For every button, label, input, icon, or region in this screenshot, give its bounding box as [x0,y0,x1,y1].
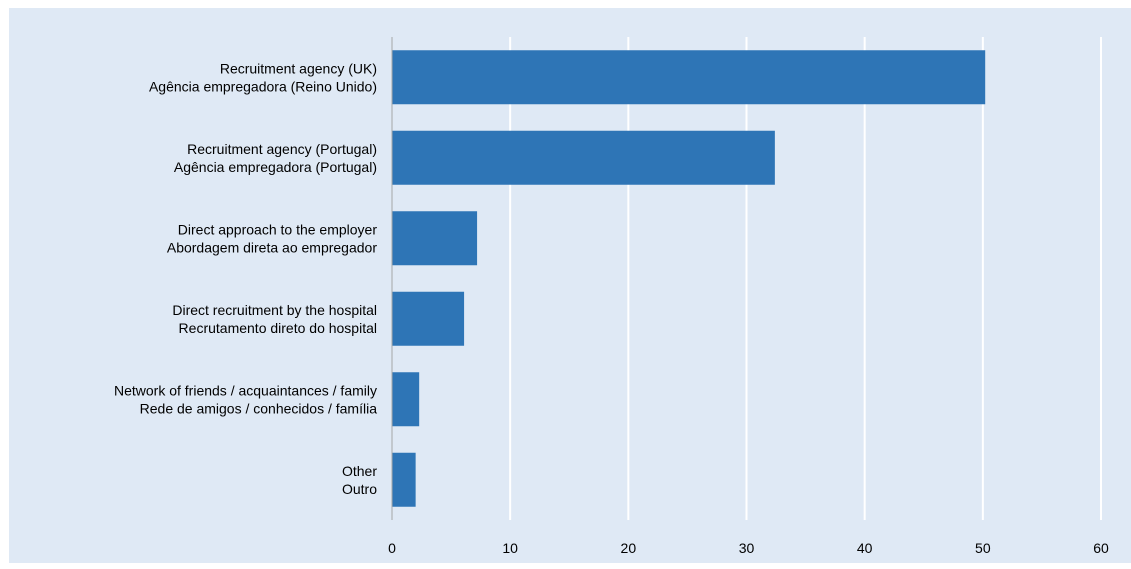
bar [392,50,986,105]
tick-label: 40 [857,540,873,556]
bars [392,50,986,507]
category-label-line: Abordagem direta ao empregador [167,239,377,255]
category-label-line: Direct approach to the employer [178,221,378,237]
tick-label: 0 [388,540,396,556]
category-label-line: Direct recruitment by the hospital [172,302,377,318]
tick-label: 20 [621,540,637,556]
grid-lines [509,37,1102,520]
tick-label: 50 [975,540,991,556]
category-label-line: Agência empregadora (Portugal) [174,159,377,175]
tick-label: 30 [739,540,755,556]
bar [392,130,775,185]
category-label-line: Outro [342,481,377,497]
category-label-line: Recruitment agency (UK) [220,60,377,76]
category-label: Direct recruitment by the hospital Recrut… [172,302,377,336]
category-label: Recruitment agency (Portugal) Agência emp… [174,141,377,175]
category-labels: Recruitment agency (UK) Agência empregado… [114,60,377,497]
category-label-line: Agência empregadora (Reino Unido) [149,78,377,94]
category-label-line: Network of friends / acquaintances / fam… [114,382,377,398]
category-label-line: Recrutamento direto do hospital [179,320,377,336]
category-label: Other Outro [342,463,377,497]
category-label-line: Recruitment agency (Portugal) [187,141,377,157]
x-axis-tick-labels: 0 10 20 30 40 50 60 [388,540,1109,556]
bar [392,452,416,507]
category-label-line: Rede de amigos / conhecidos / família [140,400,378,416]
category-label-line: Other [342,463,377,479]
bar [392,372,420,427]
tick-label: 60 [1093,540,1109,556]
tick-label: 10 [502,540,518,556]
bar [392,291,465,346]
bar [392,211,478,266]
category-label: Recruitment agency (UK) Agência empregado… [149,60,377,94]
category-label: Direct approach to the employer Abordagem… [167,221,377,255]
category-label: Network of friends / acquaintances / fam… [114,382,377,416]
